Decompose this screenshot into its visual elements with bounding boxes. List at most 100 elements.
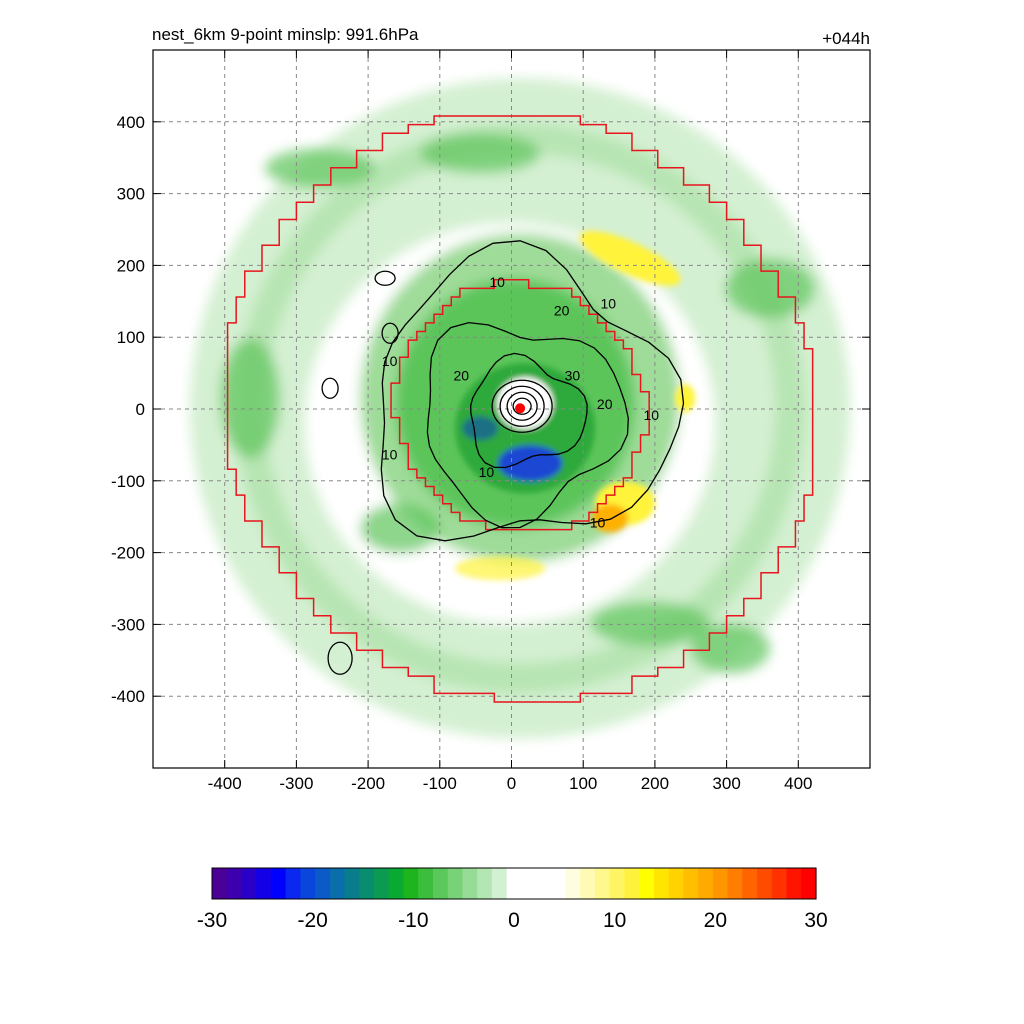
colorbar-swatch xyxy=(639,868,655,899)
colorbar-swatch xyxy=(432,868,449,899)
contour-label: 10 xyxy=(489,274,505,290)
contour-30 xyxy=(470,352,588,469)
colorbar-swatch xyxy=(771,868,788,899)
axis-ticks xyxy=(153,50,870,768)
colorbar-swatch xyxy=(742,868,758,899)
colorbar-swatch xyxy=(491,868,508,899)
y-tick-label: -300 xyxy=(111,615,145,634)
eye-contour-3 xyxy=(512,397,532,415)
colorbar-swatch xyxy=(403,868,419,899)
colorbar-swatch xyxy=(757,868,773,899)
eye-contour-2 xyxy=(506,391,538,421)
orange-anomaly xyxy=(592,504,629,533)
colorbar-label: 10 xyxy=(603,909,626,932)
contour-label: 20 xyxy=(454,367,470,383)
y-tick-label: 200 xyxy=(117,256,145,275)
colorbar-label: -30 xyxy=(197,909,227,932)
small-contour-2 xyxy=(327,641,353,675)
x-tick-label: 400 xyxy=(784,774,812,793)
green-patch-5 xyxy=(690,623,771,674)
colorbar-swatch xyxy=(300,868,316,899)
y-tick-labels: -400 -300 -200 -100 0 100 200 300 400 xyxy=(111,113,145,706)
contour-label: 10 xyxy=(590,514,606,530)
x-tick-label: 300 xyxy=(712,774,740,793)
colorbar-swatch xyxy=(388,868,405,899)
teal-patch xyxy=(462,416,499,441)
small-contour-0 xyxy=(381,322,399,344)
y-tick-label: -400 xyxy=(111,687,145,706)
colorbar-swatch xyxy=(359,868,375,899)
colorbar-swatch xyxy=(462,868,478,899)
colorbar-swatch xyxy=(683,868,699,899)
yellow-anomaly-north xyxy=(579,230,681,286)
y-tick-label: 400 xyxy=(117,113,145,132)
colorbar-swatch xyxy=(801,868,817,899)
colorbar-swatch xyxy=(315,868,331,899)
colorbar-swatch xyxy=(624,868,640,899)
colorbar-swatch xyxy=(786,868,802,899)
colorbar-label: 0 xyxy=(508,909,520,932)
x-tick-label: -300 xyxy=(279,774,313,793)
green-patch-6 xyxy=(420,133,541,174)
contour-label: 10 xyxy=(601,295,617,311)
colorbar-swatch xyxy=(418,868,434,899)
colorbar-swatch xyxy=(226,868,243,899)
contour-label: 20 xyxy=(597,396,613,412)
x-tick-label: 0 xyxy=(507,774,516,793)
yellow-anomaly-east xyxy=(675,384,696,413)
green-patch-0 xyxy=(360,503,441,554)
colorbar-swatch xyxy=(565,868,581,899)
colorbar-swatch xyxy=(447,868,464,899)
colorbar-swatch xyxy=(698,868,714,899)
colorbar-swatch xyxy=(506,868,522,899)
x-tick-label: -100 xyxy=(423,774,457,793)
storm-center-marker xyxy=(515,403,526,414)
small-contour-3 xyxy=(374,270,396,286)
x-tick-label: 200 xyxy=(641,774,669,793)
x-tick-label: -400 xyxy=(208,774,242,793)
y-tick-label: 100 xyxy=(117,328,145,347)
green-patch-2 xyxy=(265,148,376,189)
y-tick-label: -100 xyxy=(111,472,145,491)
colorbar-swatch xyxy=(329,868,346,899)
contour-10 xyxy=(380,240,685,542)
contour-label: 10 xyxy=(644,407,660,423)
small-contour-1 xyxy=(321,377,339,399)
colorbar-swatch xyxy=(477,868,493,899)
x-tick-label: -200 xyxy=(351,774,385,793)
x-tick-labels: -400 -300 -200 -100 0 100 200 300 400 xyxy=(208,774,813,793)
contour-labels: 10 10 20 10 20 30 20 10 10 10 10 xyxy=(382,274,659,531)
contour-label: 30 xyxy=(565,367,581,383)
y-tick-label: 0 xyxy=(136,400,145,419)
colorbar-label: 20 xyxy=(704,909,727,932)
colorbar-swatch xyxy=(521,868,537,899)
colorbar-swatch xyxy=(653,868,670,899)
colorbar-label: 30 xyxy=(804,909,827,932)
y-tick-label: -200 xyxy=(111,544,145,563)
colorbar-swatch xyxy=(374,868,390,899)
eye-contour-0 xyxy=(491,379,553,433)
contour-lines xyxy=(321,240,685,675)
contour-label: 10 xyxy=(382,353,398,369)
colorbar-swatch xyxy=(727,868,743,899)
green-patch-4 xyxy=(220,338,281,459)
contour-label: 10 xyxy=(382,446,398,462)
colorbar-swatch xyxy=(285,868,301,899)
colorbar-swatch xyxy=(609,868,626,899)
green-patch-3 xyxy=(725,258,816,319)
colorbar-label: -20 xyxy=(297,909,327,932)
contour-label: 20 xyxy=(554,303,570,319)
forecast-hour-label: +044h xyxy=(822,29,870,48)
x-tick-label: 100 xyxy=(569,774,597,793)
colorbar-swatch xyxy=(256,868,272,899)
plot-title: nest_6km 9-point minslp: 991.6hPa xyxy=(152,25,419,44)
colorbar xyxy=(212,868,817,899)
colorbar-swatch xyxy=(712,868,729,899)
colorbar-swatch xyxy=(580,868,596,899)
green-patch-1 xyxy=(590,601,711,646)
contour-label: 10 xyxy=(479,464,495,480)
colorbar-swatch xyxy=(212,868,228,899)
contour-20 xyxy=(426,321,629,529)
colorbar-swatch xyxy=(668,868,685,899)
